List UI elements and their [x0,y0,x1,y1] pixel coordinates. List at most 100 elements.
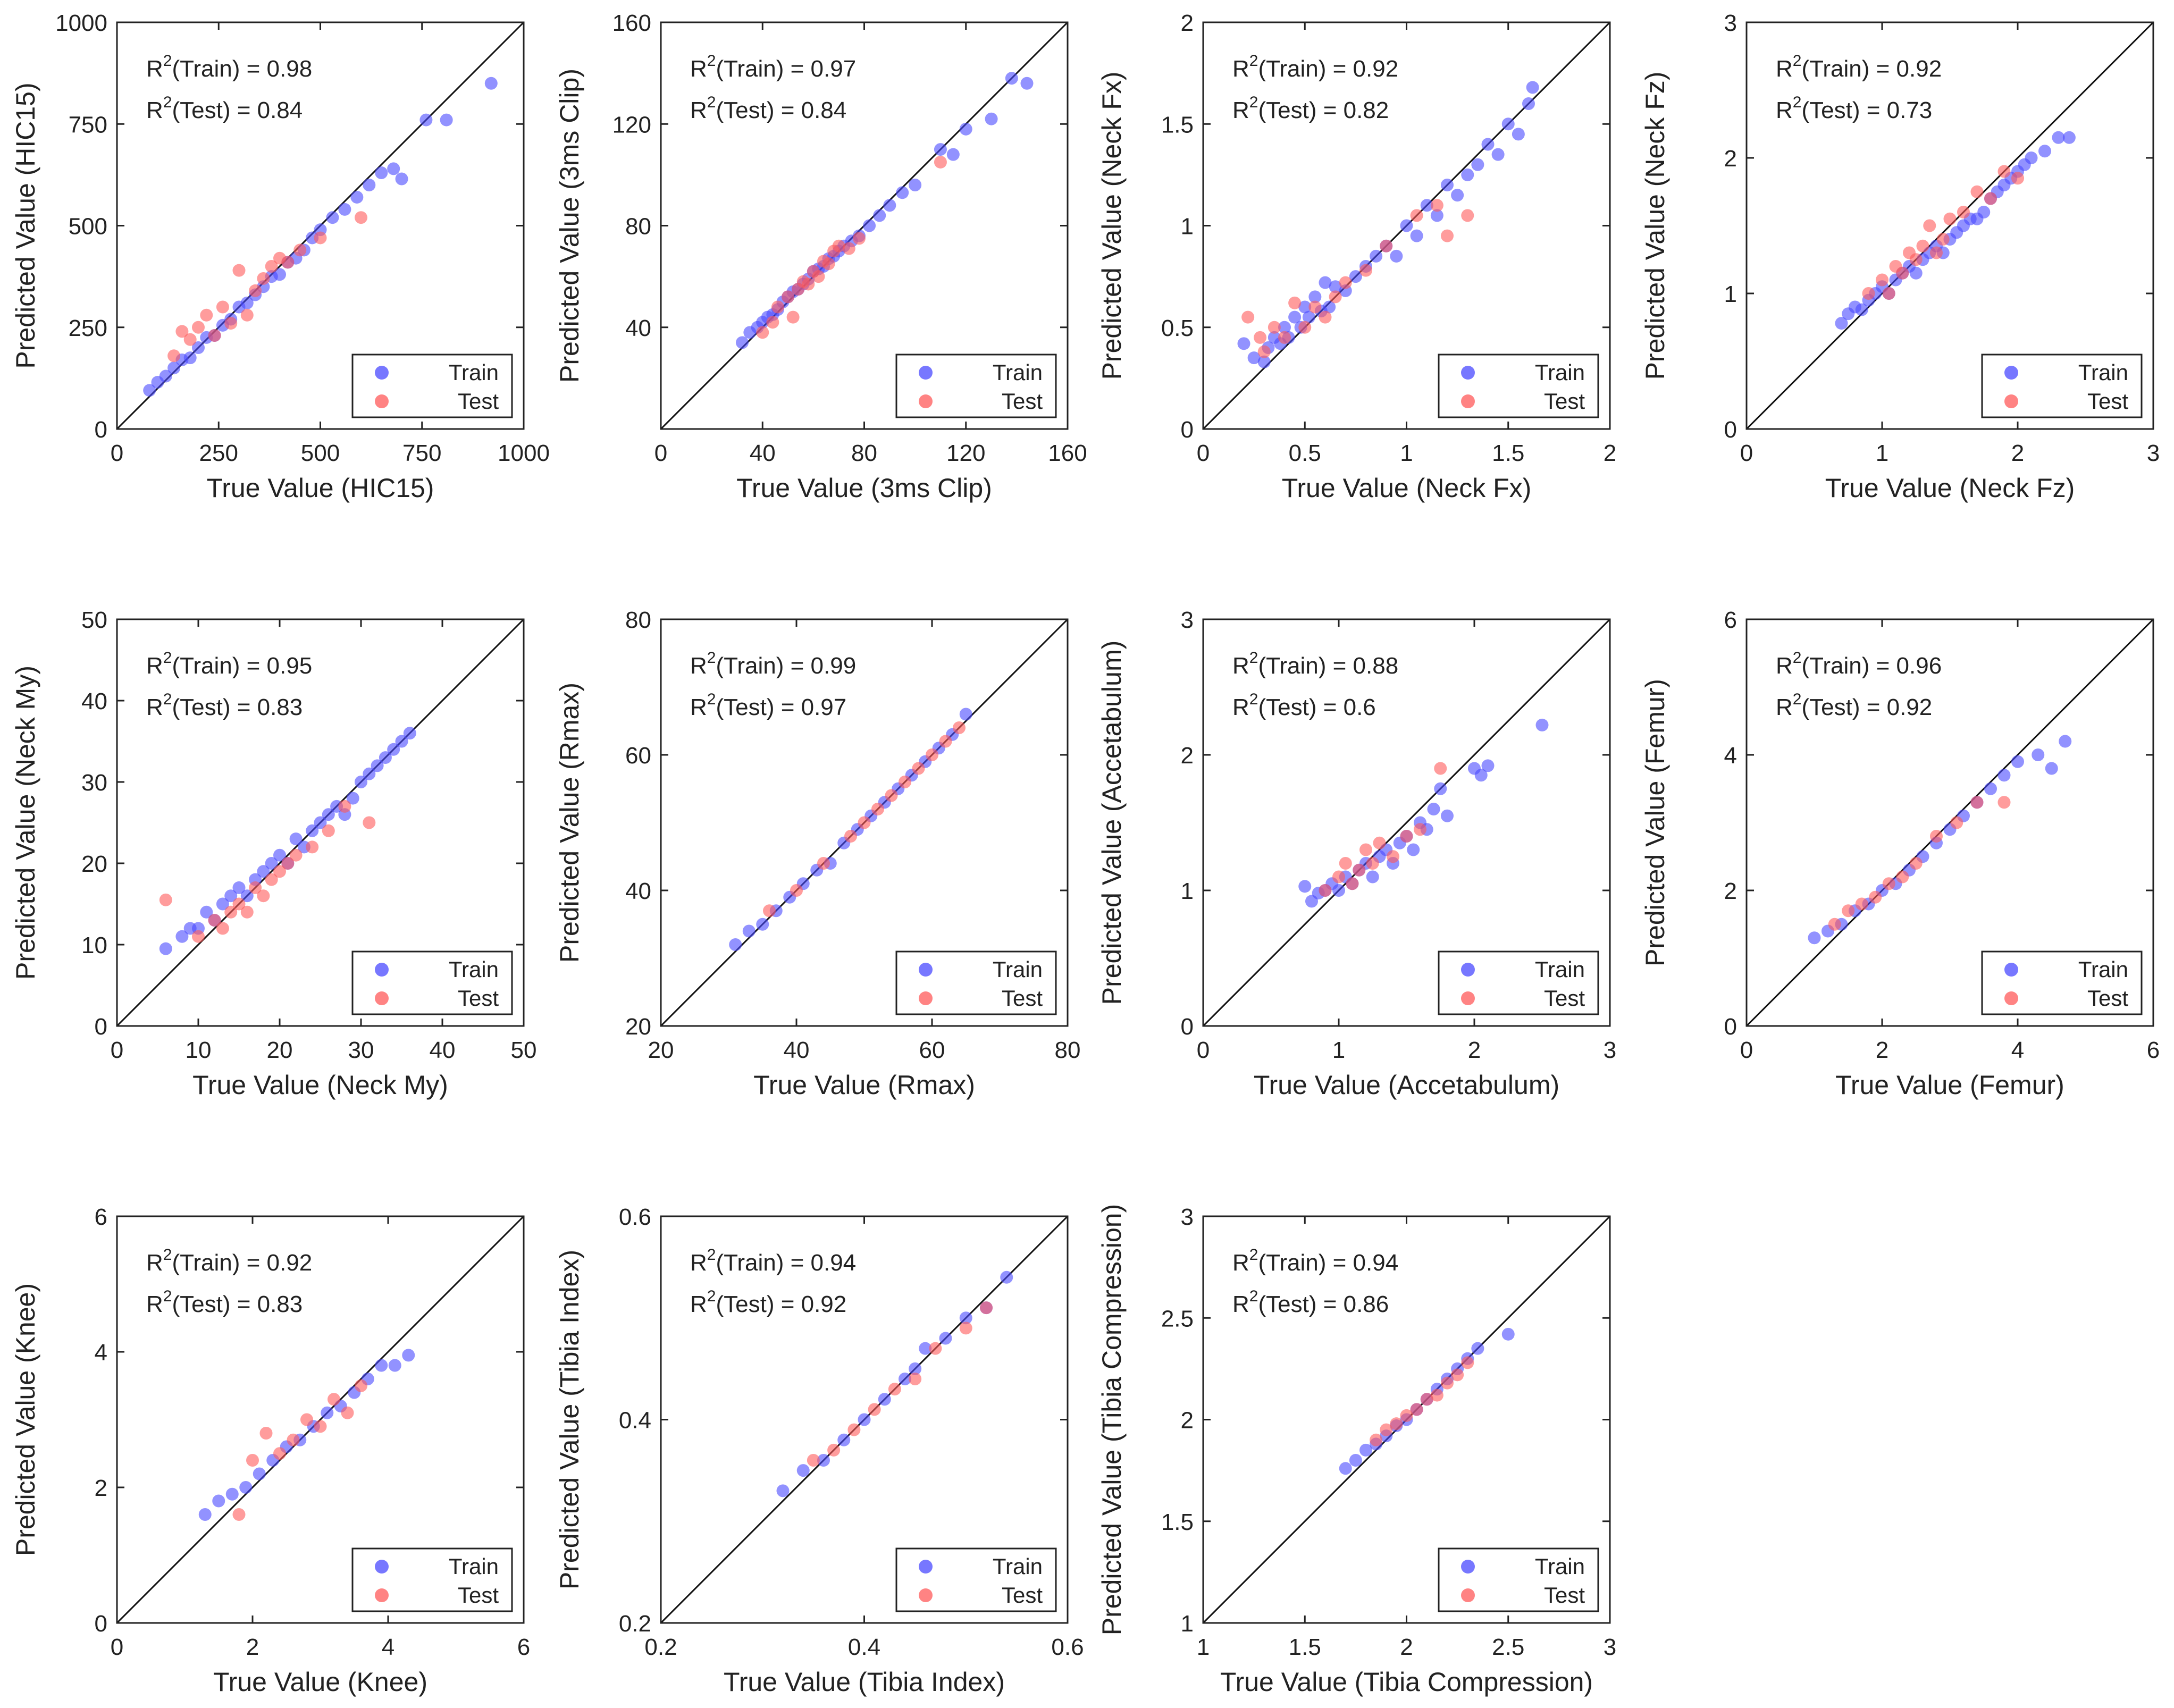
x-tick-label: 3 [1604,1037,1616,1063]
point-test [224,905,238,919]
point-train [1288,310,1302,324]
x-axis-label: True Value (Tibia Index) [724,1667,1005,1697]
point-test [802,277,815,291]
identity-line [116,1215,525,1624]
y-tick-label: 2 [1724,146,1737,172]
r2-train-annotation: R2(Train) = 0.98 [146,52,312,82]
y-tick-label: 500 [69,214,107,240]
y-axis-label: Predicted Value (Femur) [1640,679,1670,966]
x-tick-label: 2 [1468,1037,1481,1063]
point-test [1370,1433,1383,1446]
y-tick-label: 50 [81,607,107,633]
chart-panel-hic15: 0 250 500 750 1000 0 250 500 750 1000 True Value (… [11,10,550,503]
point-train [946,148,960,161]
legend: Train Test [895,950,1057,1015]
point-test [1916,239,1929,253]
x-tick-label: 0 [1197,1037,1210,1063]
point-train [1339,1462,1352,1475]
point-test [888,1383,901,1396]
point-train [1909,266,1923,280]
legend: Train Test [895,1547,1057,1612]
point-test [1346,877,1359,890]
r2-train-annotation: R2(Train) = 0.97 [690,52,856,82]
point-train [858,1413,871,1426]
point-test [175,325,189,338]
point-test [1441,229,1454,242]
point-test [1957,206,1970,218]
chart-panel-clip3ms: 0 40 80 120 160 40 80 120 160 True Value (3ms Cli… [555,10,1087,503]
y-tick-label: 1 [1181,1611,1194,1637]
point-test [934,155,947,169]
x-tick-label: 0 [1740,1037,1753,1063]
legend-test-label: Test [2087,389,2128,414]
point-test [249,284,262,297]
point-test [1339,857,1352,870]
point-test [1876,273,1888,287]
point-test [192,930,205,943]
point-test [1278,331,1291,344]
point-test [341,1406,354,1419]
legend-train-marker [919,1560,933,1574]
y-tick-label: 3 [1724,10,1737,36]
y-tick-label: 0.6 [619,1204,651,1230]
point-test [1420,1393,1433,1406]
x-tick-label: 80 [851,440,877,466]
point-test [1308,300,1322,314]
x-tick-label: 160 [1048,440,1087,466]
legend-test-marker [2004,991,2018,1005]
identity-line [1745,618,2154,1027]
series-test [1241,199,1474,358]
point-train [1461,168,1474,181]
legend-train-label: Train [993,1554,1043,1579]
point-test [1434,762,1447,775]
point-test [1997,796,2011,809]
y-tick-label: 0 [1724,417,1737,443]
legend-train-marker [1461,963,1475,977]
x-tick-label: 1.5 [1492,440,1524,466]
x-axis-label: True Value (3ms Clip) [736,473,992,503]
point-test [1373,836,1386,849]
point-train [363,179,376,191]
y-tick-label: 120 [612,112,651,138]
point-train [306,824,319,837]
point-test [807,1454,820,1467]
point-test [763,904,776,918]
point-test [1390,1417,1403,1431]
x-axis-label: True Value (Rmax) [753,1070,975,1100]
point-train [257,865,270,878]
point-test [1970,796,1984,809]
point-train [1332,884,1345,897]
point-test [1414,823,1426,836]
legend-train-marker [375,963,389,977]
point-test [953,721,966,734]
r2-test-annotation: R2(Test) = 0.86 [1232,1288,1389,1317]
legend-test-label: Test [1002,389,1043,414]
point-train [837,1433,851,1446]
identity-line [1202,618,1611,1027]
series-test [1828,796,2011,931]
point-train [1370,249,1383,263]
x-tick-label: 2 [246,1634,259,1660]
point-train [273,848,286,862]
point-test [1380,239,1393,253]
point-test [2011,172,2024,185]
point-train [159,369,172,383]
x-tick-label: 40 [784,1037,810,1063]
point-test [208,914,221,927]
y-axis-label: Predicted Value (Accetabulum) [1097,641,1127,1005]
point-train [2025,152,2038,164]
chart-panel-femur: 0 2 4 6 0 2 4 6 True Value (Femur) Predicted Valu… [1640,607,2160,1100]
point-test [1359,843,1372,856]
point-train [736,336,749,349]
x-tick-label: 0.5 [1289,440,1321,466]
legend: Train Test [1438,354,1599,418]
legend: Train Test [351,950,513,1015]
point-train [1471,1342,1484,1355]
y-tick-label: 2.5 [1161,1306,1194,1332]
r2-train-annotation: R2(Train) = 0.94 [1232,1246,1398,1276]
point-train [1491,148,1505,161]
point-test [1268,321,1281,334]
point-test [281,857,295,870]
x-tick-label: 40 [430,1037,456,1063]
